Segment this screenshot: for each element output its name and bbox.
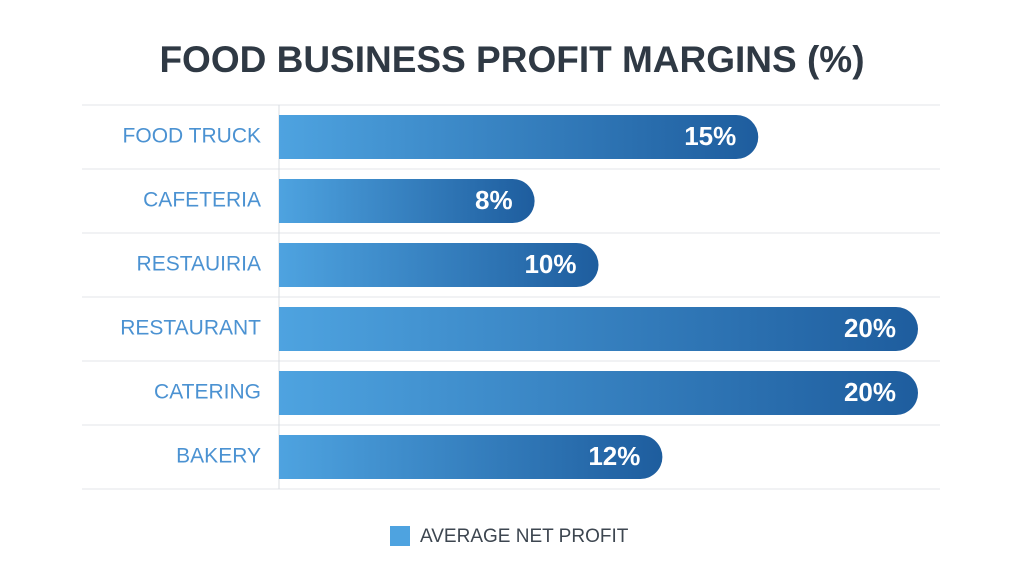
bar (279, 179, 535, 223)
legend-label: AVERAGE NET PROFIT (420, 526, 629, 547)
value-label: 10% (524, 249, 576, 279)
value-label: 8% (475, 185, 513, 215)
value-label: 15% (684, 121, 736, 151)
chart-title: FOOD BUSINESS PROFIT MARGINS (%) (159, 39, 864, 80)
bar (279, 307, 918, 351)
y-tick-label: BAKERY (176, 445, 261, 468)
y-tick-label: CATERING (154, 381, 261, 404)
value-label: 20% (844, 377, 896, 407)
y-tick-label: RESTAURANT (120, 317, 261, 340)
bar (279, 243, 599, 287)
y-tick-label: FOOD TRUCK (123, 125, 261, 148)
bar (279, 435, 663, 479)
value-label: 20% (844, 313, 896, 343)
legend-swatch (390, 526, 410, 546)
bar (279, 371, 918, 415)
value-label: 12% (588, 441, 640, 471)
y-tick-label: RESTAUIRIA (137, 253, 261, 276)
y-tick-label: CAFETERIA (143, 189, 261, 212)
bar (279, 115, 759, 159)
